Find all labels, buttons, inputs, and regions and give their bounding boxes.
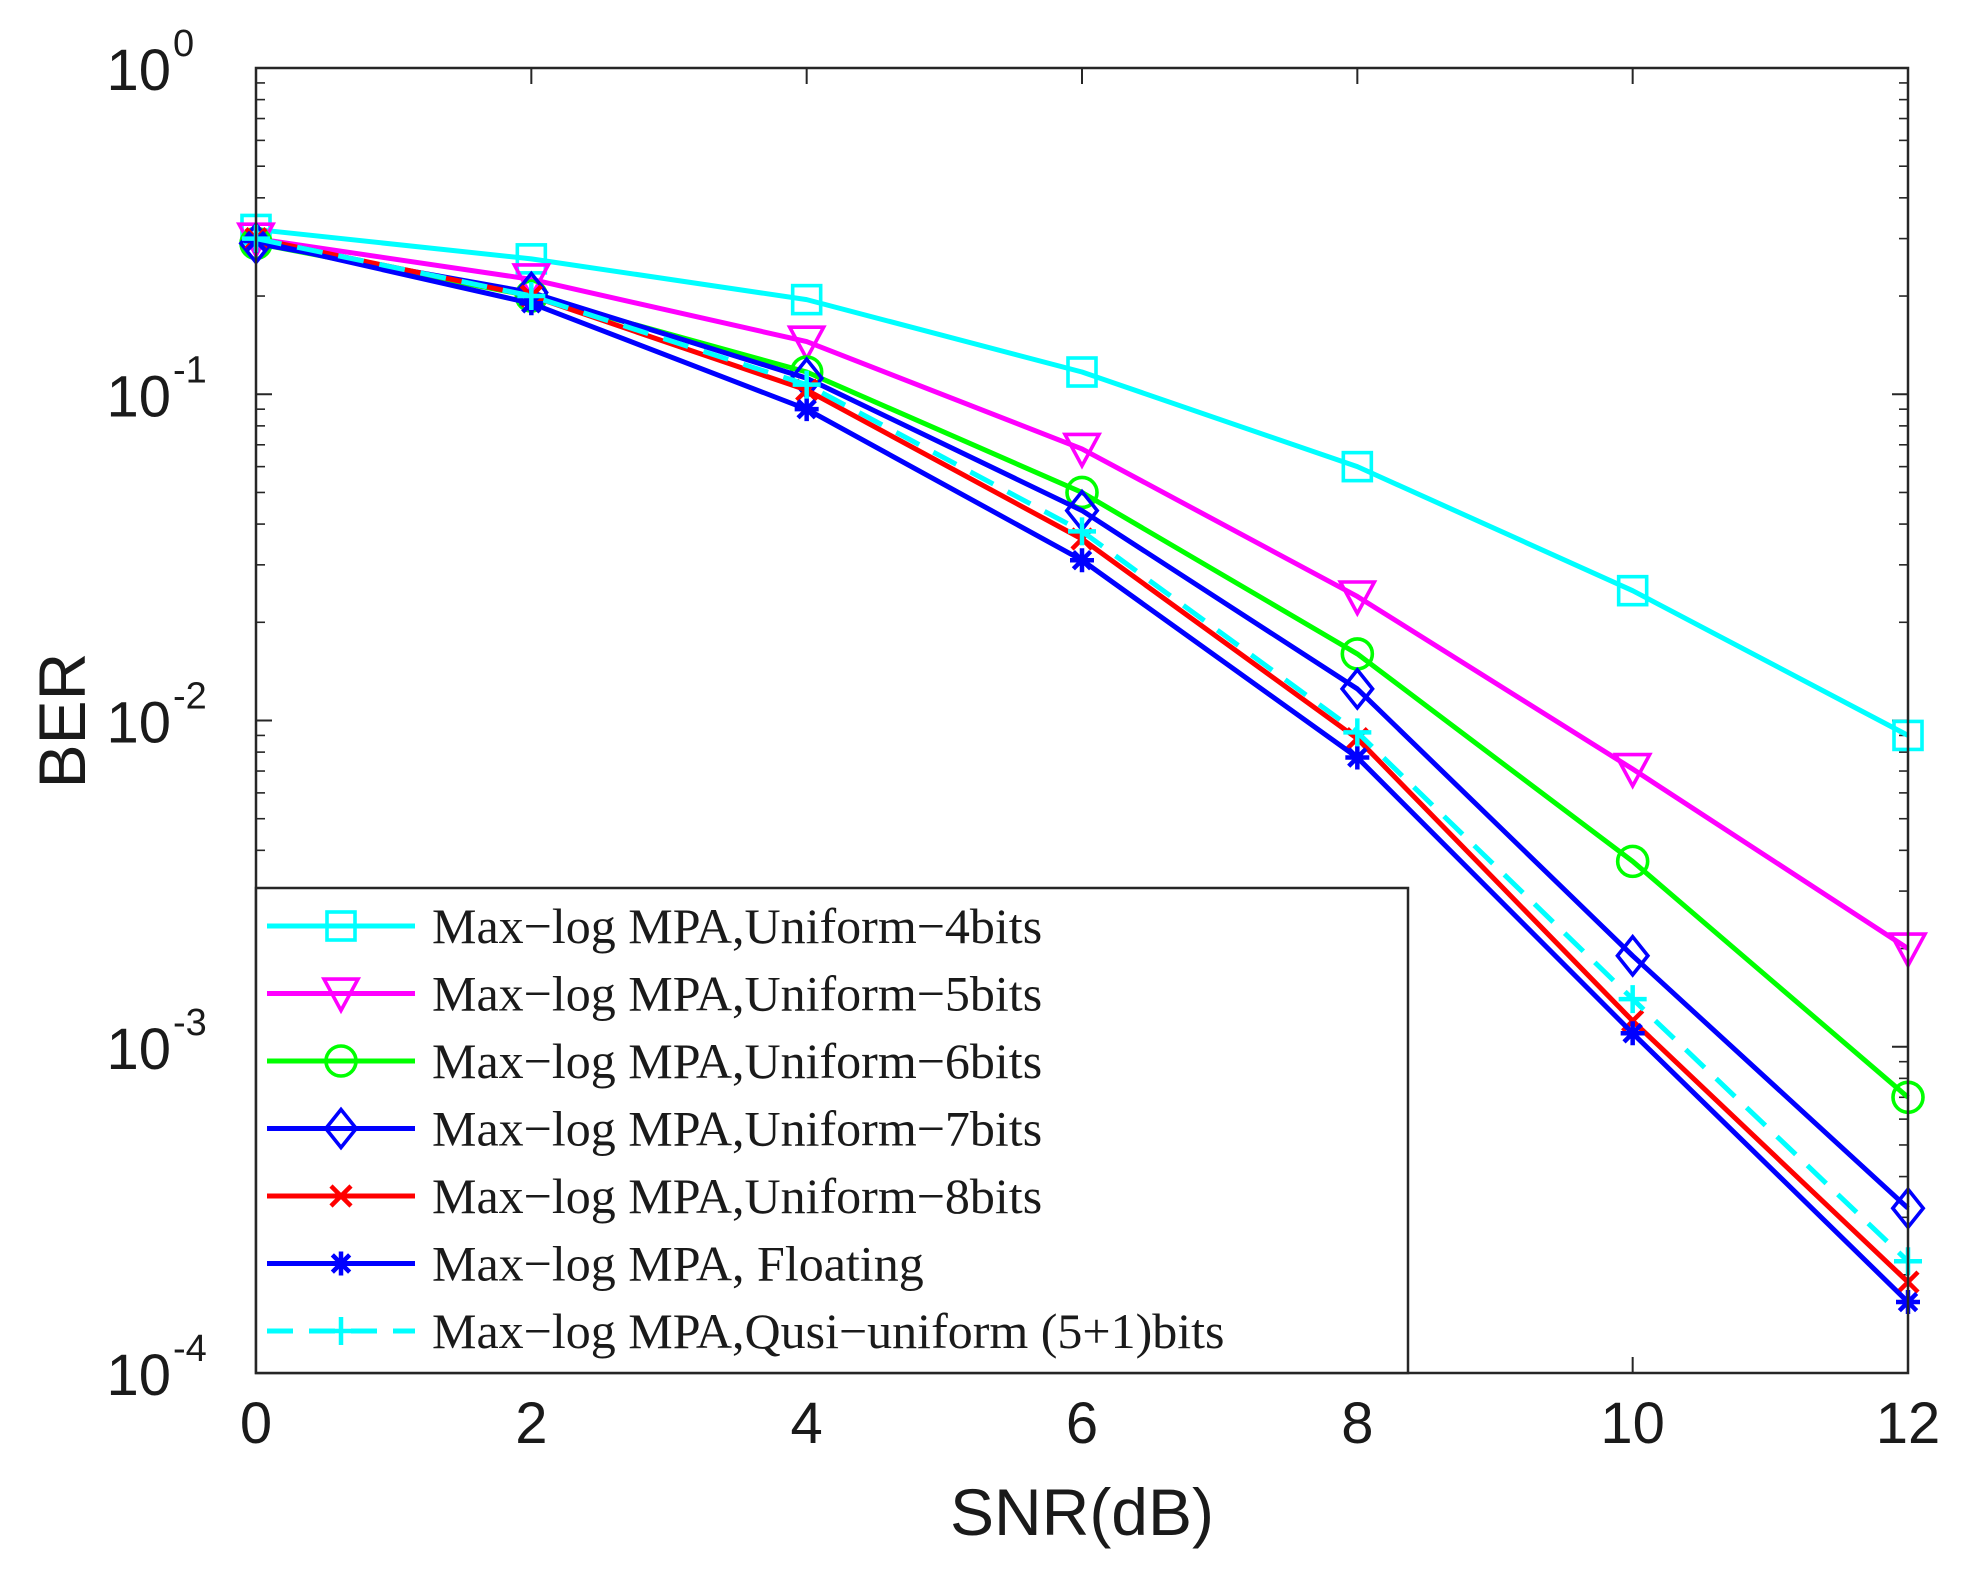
legend: Max−log MPA,Uniform−4bits Max−log MPA,Uni… bbox=[254, 886, 1410, 1375]
legend-marker bbox=[320, 977, 362, 1015]
y-tick-exponent: -3 bbox=[173, 1002, 207, 1044]
data-point bbox=[1337, 580, 1378, 618]
legend-item: Max−log MPA,Uniform−6bits bbox=[267, 1033, 1042, 1089]
legend-marker bbox=[323, 1106, 359, 1151]
x-axis-title: SNR(dB) bbox=[950, 1475, 1214, 1549]
data-point bbox=[1615, 844, 1650, 879]
x-tick-label: 10 bbox=[1600, 1391, 1665, 1456]
data-point bbox=[794, 397, 819, 422]
data-point bbox=[1343, 718, 1372, 747]
y-tick-label: 10 bbox=[106, 364, 171, 429]
y-axis-title: BER bbox=[25, 653, 99, 789]
data-point bbox=[1065, 475, 1099, 510]
legend-marker bbox=[324, 1044, 358, 1078]
series-line bbox=[255, 226, 1910, 738]
legend-marker bbox=[329, 1184, 353, 1208]
legend-box bbox=[254, 886, 1410, 1375]
y-tick-exponent: 0 bbox=[173, 23, 194, 65]
data-point bbox=[1061, 432, 1103, 470]
data-point bbox=[1612, 752, 1653, 790]
data-point bbox=[1615, 933, 1651, 978]
x-tick-label: 2 bbox=[515, 1391, 547, 1456]
y-tick-label: 10 bbox=[106, 691, 171, 756]
data-point bbox=[517, 282, 546, 311]
data-point bbox=[1070, 548, 1094, 573]
y-tick-label: 10 bbox=[106, 1343, 171, 1408]
x-tick-label: 6 bbox=[1066, 1391, 1098, 1456]
legend-marker bbox=[329, 1251, 353, 1276]
legend-item: Max−log MPA,Qusi−uniform (5+1)bits bbox=[267, 1303, 1225, 1359]
y-tick-label: 10 bbox=[106, 38, 171, 103]
legend-item: Max−log MPA,Uniform−7bits bbox=[267, 1101, 1042, 1157]
legend-label: Max−log MPA,Qusi−uniform (5+1)bits bbox=[432, 1303, 1225, 1359]
y-tick-label: 10 bbox=[106, 1017, 171, 1082]
legend-label: Max−log MPA,Uniform−5bits bbox=[432, 966, 1042, 1022]
data-point bbox=[1068, 517, 1096, 546]
data-point bbox=[511, 263, 552, 301]
data-point bbox=[790, 283, 823, 316]
legend-label: Max−log MPA,Uniform−6bits bbox=[432, 1033, 1042, 1089]
x-tick-label: 0 bbox=[240, 1391, 272, 1456]
legend-item: Max−log MPA, Floating bbox=[267, 1236, 924, 1292]
legend-label: Max−log MPA,Uniform−7bits bbox=[432, 1101, 1042, 1157]
y-tick-exponent: -4 bbox=[173, 1328, 207, 1370]
data-point bbox=[792, 370, 821, 399]
data-point bbox=[1066, 356, 1098, 388]
data-point bbox=[1345, 745, 1370, 770]
legend-marker bbox=[325, 910, 357, 942]
legend-item: Max−log MPA,Uniform−4bits bbox=[267, 898, 1042, 954]
legend-marker bbox=[327, 1317, 355, 1345]
data-point bbox=[1616, 574, 1649, 607]
data-point bbox=[786, 325, 827, 363]
legend-item: Max−log MPA,Uniform−8bits bbox=[267, 1168, 1042, 1224]
x-tick-label: 4 bbox=[791, 1391, 823, 1456]
data-point bbox=[1618, 985, 1647, 1014]
data-point bbox=[1341, 450, 1374, 483]
x-tick-label: 8 bbox=[1341, 1391, 1373, 1456]
data-point bbox=[1339, 667, 1375, 711]
legend-label: Max−log MPA, Floating bbox=[432, 1236, 924, 1292]
legend-label: Max−log MPA,Uniform−8bits bbox=[432, 1168, 1042, 1224]
legend-label: Max−log MPA,Uniform−4bits bbox=[432, 898, 1042, 954]
x-tick-label: 12 bbox=[1876, 1391, 1941, 1456]
y-tick-exponent: -2 bbox=[173, 676, 207, 718]
legend-item: Max−log MPA,Uniform−5bits bbox=[267, 966, 1042, 1022]
data-point bbox=[1620, 1021, 1645, 1046]
plot-series bbox=[235, 213, 1929, 1315]
y-tick-exponent: -1 bbox=[173, 349, 207, 391]
